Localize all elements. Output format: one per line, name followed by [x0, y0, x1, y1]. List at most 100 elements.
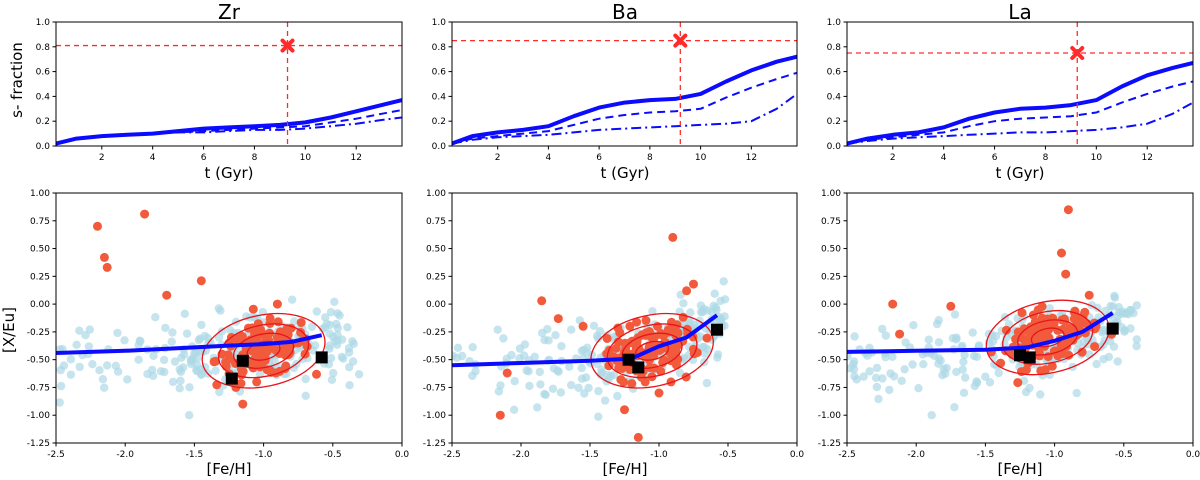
- highlight-point: [946, 301, 956, 311]
- axes-frame: [846, 21, 1194, 147]
- background-point: [548, 384, 558, 393]
- background-point: [66, 370, 76, 379]
- background-point: [211, 366, 220, 375]
- background-point: [1132, 342, 1141, 351]
- background-point: [113, 367, 123, 376]
- ticks: -2.5 -2.0 -1.5 -1.0 -0.5 0.0 -1.25 -1.00 -0.75 -0…: [423, 189, 805, 460]
- highlight-point: [647, 333, 657, 343]
- background-point: [972, 352, 982, 361]
- highlight-point: [1034, 348, 1044, 358]
- background-point: [583, 343, 592, 352]
- x-tick-label: -2.0: [512, 450, 530, 460]
- background-point: [102, 361, 112, 370]
- highlight-point: [1036, 366, 1046, 376]
- background-point: [337, 352, 346, 362]
- axes-frame: [451, 192, 798, 444]
- y-tick-label: 0.00: [821, 300, 841, 310]
- top-title-ba: Ba: [612, 0, 638, 24]
- x-tick-label: 6: [992, 153, 998, 163]
- contour-3: [1017, 319, 1079, 356]
- background-point: [168, 328, 177, 337]
- background-point: [886, 369, 895, 378]
- background-point: [75, 362, 84, 372]
- x-tick-label: -1.0: [1046, 450, 1064, 460]
- background-point: [325, 329, 334, 338]
- highlight-point: [1061, 269, 1071, 279]
- background-point: [950, 403, 959, 412]
- x-tick-label: -1.5: [977, 450, 995, 460]
- background-point: [581, 373, 591, 382]
- background-point: [135, 336, 144, 345]
- top-title-zr: Zr: [218, 0, 241, 24]
- y-tick-label: 0.8: [827, 43, 842, 53]
- background-point: [197, 320, 206, 330]
- background-point: [354, 370, 364, 379]
- highlight-point: [625, 321, 635, 331]
- highlight-point: [1057, 248, 1066, 258]
- x-tick-label: 10: [695, 153, 707, 163]
- background-point: [874, 394, 883, 404]
- highlight-point: [632, 343, 642, 353]
- background-point: [530, 352, 539, 361]
- background-point: [712, 305, 721, 315]
- background-point: [88, 360, 97, 369]
- s-fraction-dashdot-line: [847, 101, 1193, 145]
- s-fraction-dashdot-line: [452, 93, 797, 145]
- y-tick-label: 0.50: [821, 245, 841, 255]
- highlight-point: [1063, 205, 1073, 215]
- background-point: [713, 350, 723, 359]
- background-point: [326, 308, 336, 317]
- background-point: [156, 367, 166, 376]
- background-point: [345, 381, 354, 390]
- highlight-point: [702, 333, 712, 343]
- y-tick-label: -0.50: [27, 356, 51, 366]
- y-tick-label: 0.4: [827, 92, 842, 102]
- background-point: [897, 376, 906, 385]
- abundance-panels: -2.5 -2.0 -1.5 -1.0 -0.5 0.0 -1.25 -1.00 -0.75 -0…: [27, 189, 1200, 460]
- density-contours: [201, 312, 326, 389]
- background-point: [345, 363, 354, 372]
- background-point: [900, 365, 909, 374]
- axes-frame: [846, 192, 1194, 444]
- background-point: [468, 371, 477, 381]
- highlight-point: [296, 327, 306, 337]
- y-tick-label: 0.50: [426, 245, 446, 255]
- background-point: [958, 365, 967, 374]
- background-point: [185, 411, 194, 420]
- y-tick-label: -0.25: [423, 328, 446, 338]
- highlight-point: [1013, 378, 1023, 388]
- background-point: [981, 372, 990, 381]
- background-point: [535, 367, 544, 377]
- background-point: [961, 373, 970, 382]
- highlight-point: [278, 345, 288, 355]
- marker-x: [673, 33, 688, 48]
- background-point: [493, 325, 502, 334]
- y-tick-label: -0.50: [423, 356, 447, 366]
- background-point: [194, 336, 204, 345]
- y-tick-label: -1.25: [27, 439, 50, 449]
- background-point: [942, 363, 951, 373]
- x-tick-label: 2: [890, 153, 896, 163]
- top-xlabel-ba: t (Gyr): [600, 164, 649, 182]
- y-tick-label: 0.8: [432, 43, 447, 53]
- highlight-point: [627, 379, 637, 389]
- x-tick-label: 4: [150, 153, 156, 163]
- background-point: [888, 352, 897, 361]
- background-point: [1079, 337, 1089, 346]
- background-point: [327, 375, 337, 384]
- y-tick-label: 0.2: [36, 117, 50, 127]
- x-tick-label: -2.5: [47, 450, 65, 460]
- background-point: [719, 277, 728, 286]
- background-point: [901, 338, 910, 347]
- background-point: [554, 367, 563, 376]
- highlight-point: [640, 377, 650, 387]
- plot-area-zr: [56, 22, 402, 146]
- background-point: [970, 381, 979, 391]
- background-point: [161, 323, 170, 333]
- background-point: [170, 357, 180, 366]
- y-tick-label: 0.6: [36, 68, 51, 78]
- y-tick-label: 0.50: [30, 245, 50, 255]
- background-point: [968, 328, 977, 337]
- background-point: [333, 324, 343, 333]
